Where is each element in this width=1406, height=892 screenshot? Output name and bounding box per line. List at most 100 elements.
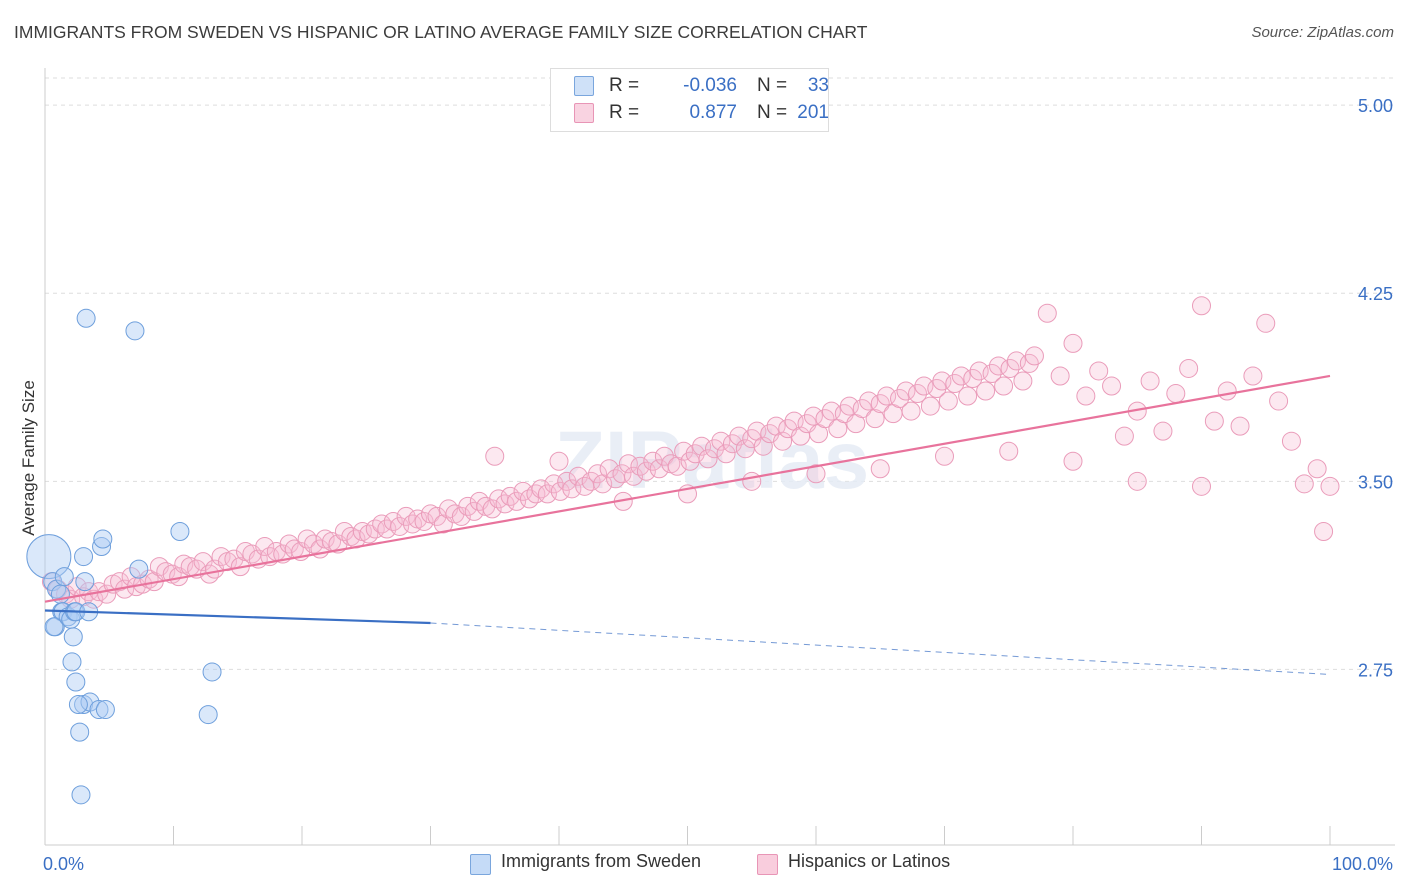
data-point-hispanic [1217, 381, 1237, 401]
scatter-points [26, 296, 1340, 805]
data-point-sweden [92, 537, 112, 557]
data-point-hispanic [255, 537, 275, 557]
data-point-hispanic [1140, 371, 1160, 391]
data-point-sweden [202, 662, 222, 682]
data-point-sweden [75, 572, 95, 592]
data-point-hispanic [624, 466, 644, 486]
trend-line-sweden [44, 609, 431, 625]
data-point-hispanic [414, 511, 434, 531]
data-point-hispanic [630, 456, 650, 476]
data-point-hispanic [383, 511, 403, 531]
data-point-hispanic [674, 441, 694, 461]
data-point-hispanic [482, 499, 502, 519]
data-point-hispanic [1307, 459, 1327, 479]
axis-labels: 2.75 3.50 4.25 5.00 0.0% 100.0% Average Family… [19, 96, 1393, 874]
data-point-hispanic [722, 434, 742, 454]
data-point-hispanic [618, 454, 638, 474]
data-point-hispanic [1037, 303, 1057, 323]
trend-line-hispanic [44, 374, 1331, 603]
data-point-sweden [170, 521, 190, 541]
data-point-hispanic [451, 506, 471, 526]
data-point-hispanic [958, 386, 978, 406]
data-point-hispanic [568, 466, 588, 486]
data-point-hispanic [581, 471, 601, 491]
data-point-hispanic [612, 464, 632, 484]
chart-title: IMMIGRANTS FROM SWEDEN VS HISPANIC OR LA… [14, 22, 868, 42]
legend-n-label: N = [757, 75, 788, 96]
data-point-hispanic [945, 374, 965, 394]
data-point-hispanic [1230, 416, 1250, 436]
data-point-hispanic [685, 444, 705, 464]
legend-r-label: R = [609, 102, 640, 123]
source-label: Source: ZipAtlas.com [1251, 24, 1394, 41]
data-point-hispanic [1314, 521, 1334, 541]
correlation-legend: R = -0.036 N = 33 R = 0.877 N = 201 [550, 68, 829, 132]
data-point-hispanic [1204, 411, 1224, 431]
data-point-sweden [95, 700, 115, 720]
data-point-hispanic [531, 479, 551, 499]
data-point-hispanic [963, 368, 983, 388]
y-tick-label: 3.50 [1358, 472, 1393, 492]
bottom-legend-swatch-hispanic [757, 854, 778, 875]
data-point-hispanic [403, 514, 423, 534]
data-point-hispanic [742, 471, 762, 491]
data-point-hispanic [1089, 361, 1109, 381]
data-point-hispanic [193, 552, 213, 572]
y-tick-label: 2.75 [1358, 660, 1393, 680]
data-point-sweden [198, 705, 218, 725]
data-point-hispanic [1013, 371, 1033, 391]
data-point-hispanic [1024, 346, 1044, 366]
legend-r-label: R = [609, 75, 640, 96]
data-point-sweden [93, 529, 113, 549]
data-point-hispanic [773, 431, 793, 451]
y-tick-label: 5.00 [1358, 96, 1393, 116]
data-point-hispanic [526, 484, 546, 504]
data-point-sweden [71, 785, 91, 805]
data-point-hispanic [938, 391, 958, 411]
data-point-hispanic [982, 363, 1002, 383]
y-axis-label: Average Family Size [19, 380, 38, 536]
bottom-legend-label-sweden: Immigrants from Sweden [501, 851, 702, 871]
data-point-hispanic [588, 464, 608, 484]
data-point-hispanic [1000, 358, 1020, 378]
data-point-hispanic [901, 401, 921, 421]
data-point-hispanic [859, 391, 879, 411]
data-point-hispanic [1179, 358, 1199, 378]
data-point-hispanic [1269, 391, 1289, 411]
data-point-hispanic [716, 444, 736, 464]
bottom-legend-swatch-sweden [470, 854, 491, 875]
data-point-sweden [74, 547, 94, 567]
data-point-hispanic [999, 441, 1019, 461]
data-point-hispanic [806, 464, 826, 484]
legend-n-value: 33 [807, 75, 829, 96]
data-point-sweden [63, 627, 83, 647]
data-point-hispanic [396, 506, 416, 526]
data-point-hispanic [485, 446, 505, 466]
data-point-sweden [68, 695, 88, 715]
data-point-hispanic [698, 449, 718, 469]
data-point-hispanic [920, 396, 940, 416]
trend-lines [44, 374, 1331, 675]
data-point-hispanic [815, 409, 835, 429]
data-point-hispanic [711, 431, 731, 451]
legend-n-value: 201 [797, 102, 829, 123]
y-tick-label: 4.25 [1358, 284, 1393, 304]
data-point-hispanic [908, 384, 928, 404]
data-point-hispanic [1050, 366, 1070, 386]
data-point-hispanic [550, 481, 570, 501]
data-point-hispanic [599, 459, 619, 479]
legend-r-value: -0.036 [683, 75, 737, 96]
data-point-hispanic [654, 446, 674, 466]
legend-swatch-sweden [574, 76, 594, 96]
data-point-sweden [70, 722, 90, 742]
legend-n-label: N = [757, 102, 788, 123]
x-tick-label: 0.0% [43, 854, 84, 874]
data-point-hispanic [1192, 296, 1211, 316]
data-point-hispanic [1063, 333, 1083, 353]
data-point-sweden [76, 308, 96, 328]
legend-r-value: 0.877 [689, 102, 737, 123]
data-point-hispanic [704, 439, 724, 459]
data-point-sweden [125, 321, 145, 341]
data-point-hispanic [976, 381, 996, 401]
